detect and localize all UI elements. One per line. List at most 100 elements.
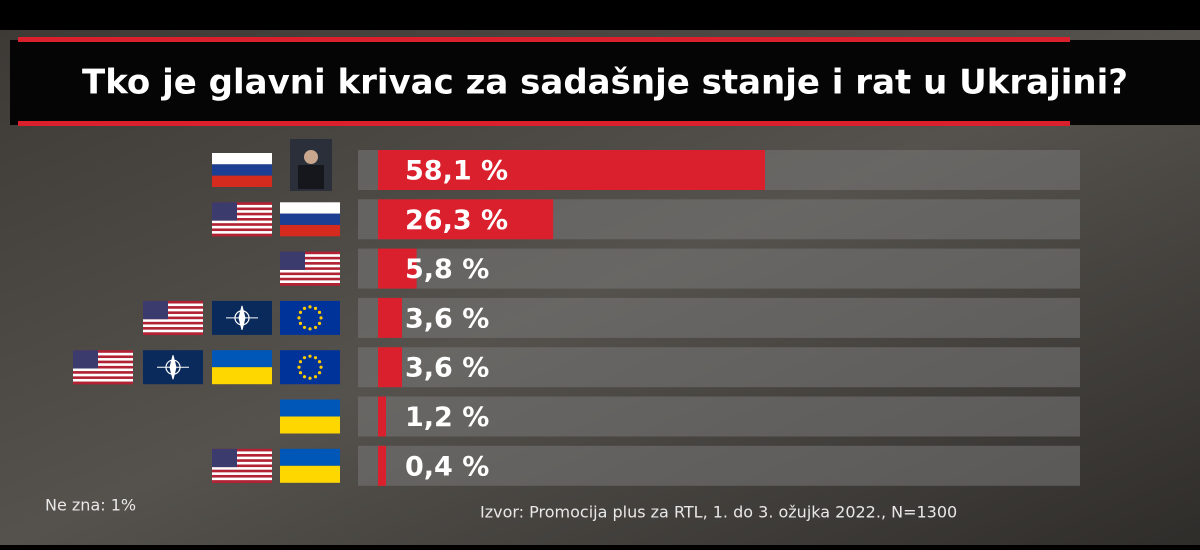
value-label: 5,8 % [405,254,489,285]
star [313,325,318,330]
stripe [73,371,133,374]
star [302,356,307,360]
star [302,375,307,379]
stripe [280,264,340,268]
stripe [280,282,340,286]
stripe [73,355,133,359]
bar [378,445,386,486]
star [308,305,312,309]
stripe [280,224,340,237]
stripe [212,225,272,229]
flag-ua [280,399,340,434]
chart-title: Tko je glavni krivac za sadašnje stanje … [82,63,1128,103]
star [317,360,322,364]
stripe [212,461,272,465]
star [308,376,312,380]
flag-us [73,350,133,385]
stripe [212,210,272,213]
stripe [212,175,272,187]
stripe [143,327,203,330]
stripe [212,469,272,473]
flag-ua [212,350,272,385]
star [302,306,307,310]
bar-track [358,396,1080,437]
stripe [280,213,340,225]
stripe [212,448,272,452]
star [313,306,318,310]
stripe [280,254,340,258]
bar [378,347,402,388]
stripe [212,153,272,165]
stripe [212,464,272,468]
star [317,321,322,325]
canton [73,350,98,369]
star [297,365,301,369]
stripe [280,277,340,281]
stripe [212,350,272,368]
star [297,316,301,320]
value-label: 3,6 % [405,353,489,384]
stripe [212,467,272,470]
stripe [143,332,203,336]
stripe [212,220,272,224]
stripe [73,368,133,372]
stripe [73,365,133,369]
flag-ua [280,448,340,483]
stripe [280,269,340,273]
value-label: 0,4 % [405,451,489,482]
star [313,375,318,379]
stripe [280,251,340,255]
star [308,354,312,358]
flag-ru [212,153,272,187]
value-label: 1,2 % [405,402,489,433]
stripe [143,319,203,323]
star [302,325,307,330]
bar-track [358,347,1080,388]
bar-track [358,248,1080,289]
stripe [212,228,272,232]
stripe [73,360,133,364]
bar [378,297,402,338]
stripe [280,465,340,483]
star [298,310,303,314]
canton [212,448,237,468]
star [298,371,303,375]
stripe [73,381,133,385]
flag-eu [280,300,340,335]
stripe [212,456,272,460]
canton [280,251,305,270]
stripe [73,378,133,382]
stripe [280,280,340,284]
stripe [280,399,340,417]
canton [143,300,168,320]
note: Ne zna: 1% [45,496,136,515]
stripe [212,217,272,221]
stripe [212,215,272,219]
flag-photo [290,139,332,191]
stripe [280,416,340,434]
stripe [143,311,203,315]
bar-track [358,297,1080,338]
stripe [73,373,133,377]
stripe [212,454,272,457]
stripe [212,459,272,463]
stripe [212,477,272,481]
stripe [143,308,203,312]
stripe [212,451,272,455]
bar-track [358,445,1080,486]
bar [378,150,765,190]
source: Izvor: Promocija plus za RTL, 1. do 3. o… [480,503,957,522]
compass [157,355,189,380]
photo-head [304,150,318,164]
star [298,321,303,325]
stripe [73,358,133,361]
flag-us [212,202,272,237]
stripe [212,207,272,211]
flag-nato [212,300,272,335]
stripe [280,275,340,278]
flag-us [212,448,272,483]
stripe [212,231,272,234]
stripe [143,324,203,328]
star [319,316,323,320]
